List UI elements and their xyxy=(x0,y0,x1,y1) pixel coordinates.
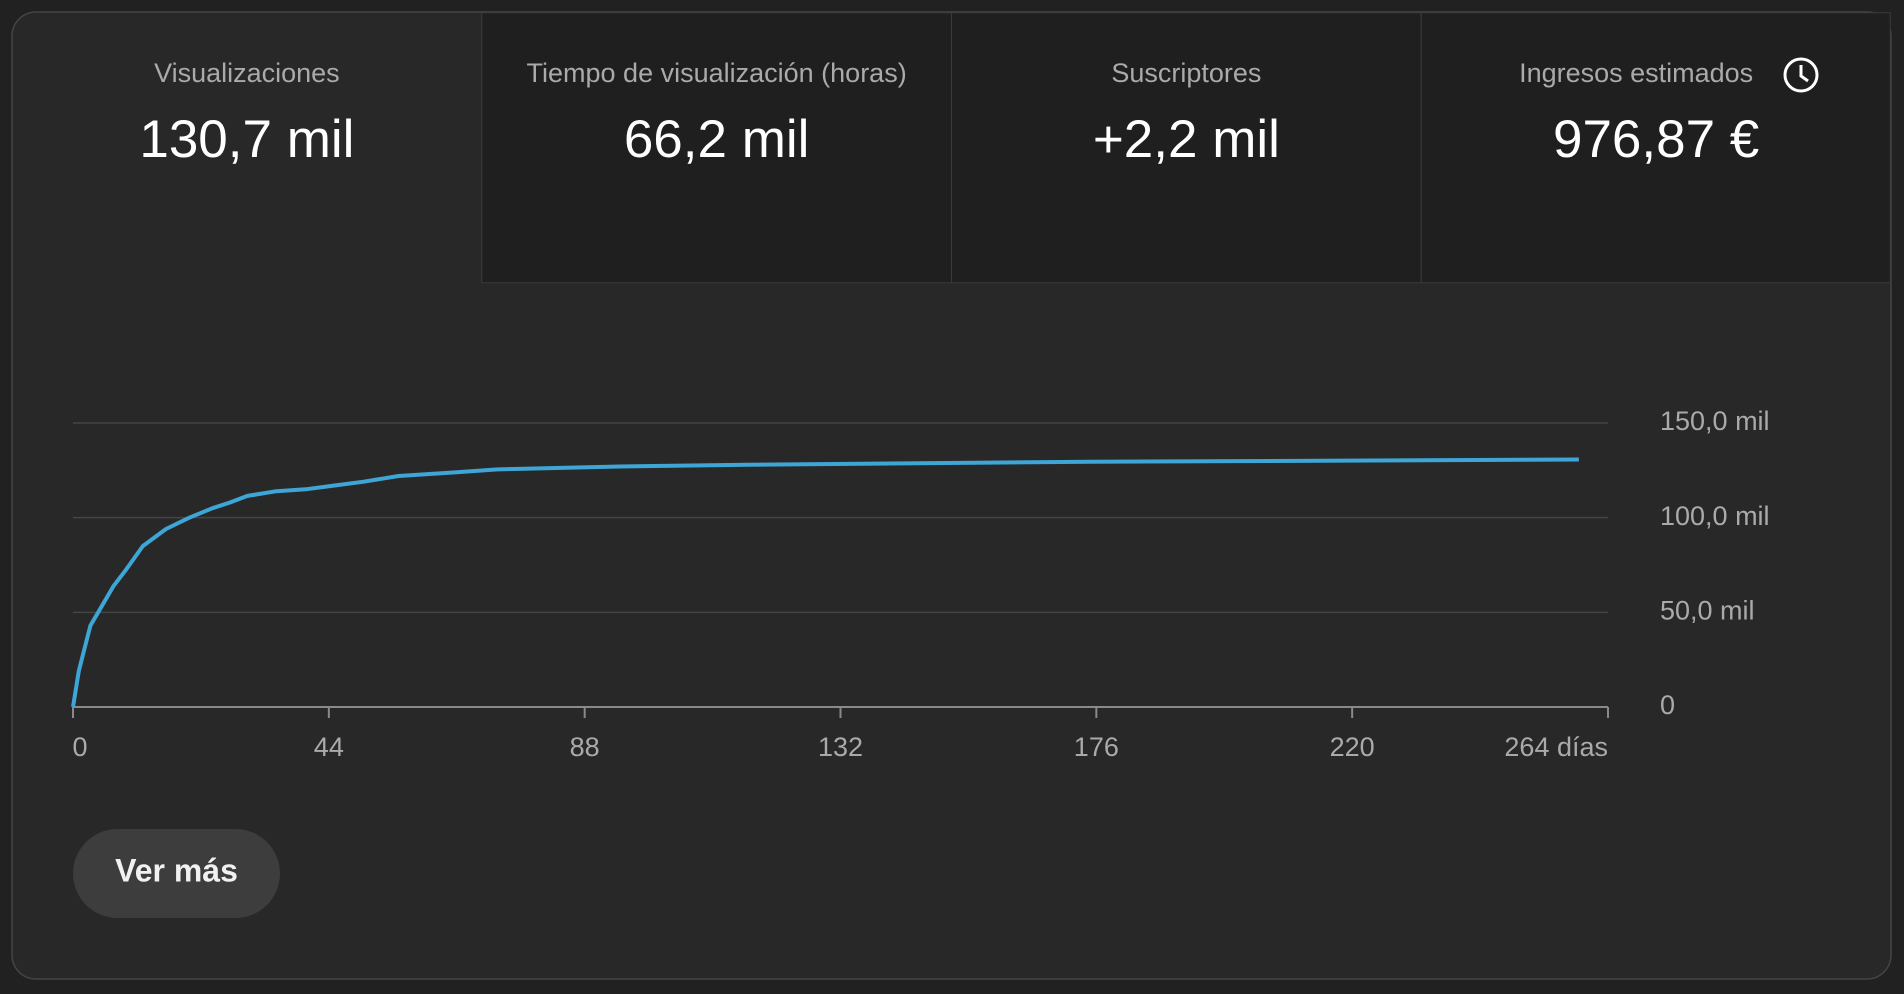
y-tick-label: 150,0 mil xyxy=(1660,406,1770,436)
y-tick-label: 0 xyxy=(1660,690,1675,720)
see-more-button[interactable]: Ver más xyxy=(73,829,280,918)
metric-label: Ingresos estimados xyxy=(1519,58,1753,88)
x-tick-label: 220 xyxy=(1330,732,1375,762)
x-tick-label: 44 xyxy=(314,732,344,762)
x-tick-label: 0 xyxy=(72,732,87,762)
metric-tab[interactable] xyxy=(481,12,952,284)
metric-label: Tiempo de visualización (horas) xyxy=(527,58,907,88)
x-tick-label: 176 xyxy=(1074,732,1119,762)
x-tick-label: 88 xyxy=(570,732,600,762)
metric-tab[interactable] xyxy=(951,12,1422,284)
metric-value: +2,2 mil xyxy=(1093,110,1280,169)
y-tick-label: 100,0 mil xyxy=(1660,501,1770,531)
clock-hands xyxy=(1799,65,1809,83)
x-tick-label: 264 días xyxy=(1504,732,1608,762)
metric-value: 66,2 mil xyxy=(624,110,810,169)
button-label[interactable]: Ver más xyxy=(115,852,238,888)
chart: 0 50,0 mil 100,0 mil 150,0 mil 0 44 88 132 176 22… xyxy=(71,406,1770,762)
metric-label: Suscriptores xyxy=(1111,58,1261,88)
series-line xyxy=(71,457,1579,708)
metric-tabs: Visualizaciones 130,7 mil Tiempo de visual… xyxy=(139,12,1891,284)
y-tick-label: 50,0 mil xyxy=(1660,595,1755,625)
metric-value: 130,7 mil xyxy=(139,110,354,169)
metric-label: Visualizaciones xyxy=(154,58,340,88)
clock-icon xyxy=(1783,57,1819,93)
x-tick-label: 132 xyxy=(818,732,863,762)
button-bg[interactable] xyxy=(73,829,280,918)
metric-value: 976,87 € xyxy=(1553,110,1759,169)
metric-tab[interactable] xyxy=(1420,12,1891,284)
